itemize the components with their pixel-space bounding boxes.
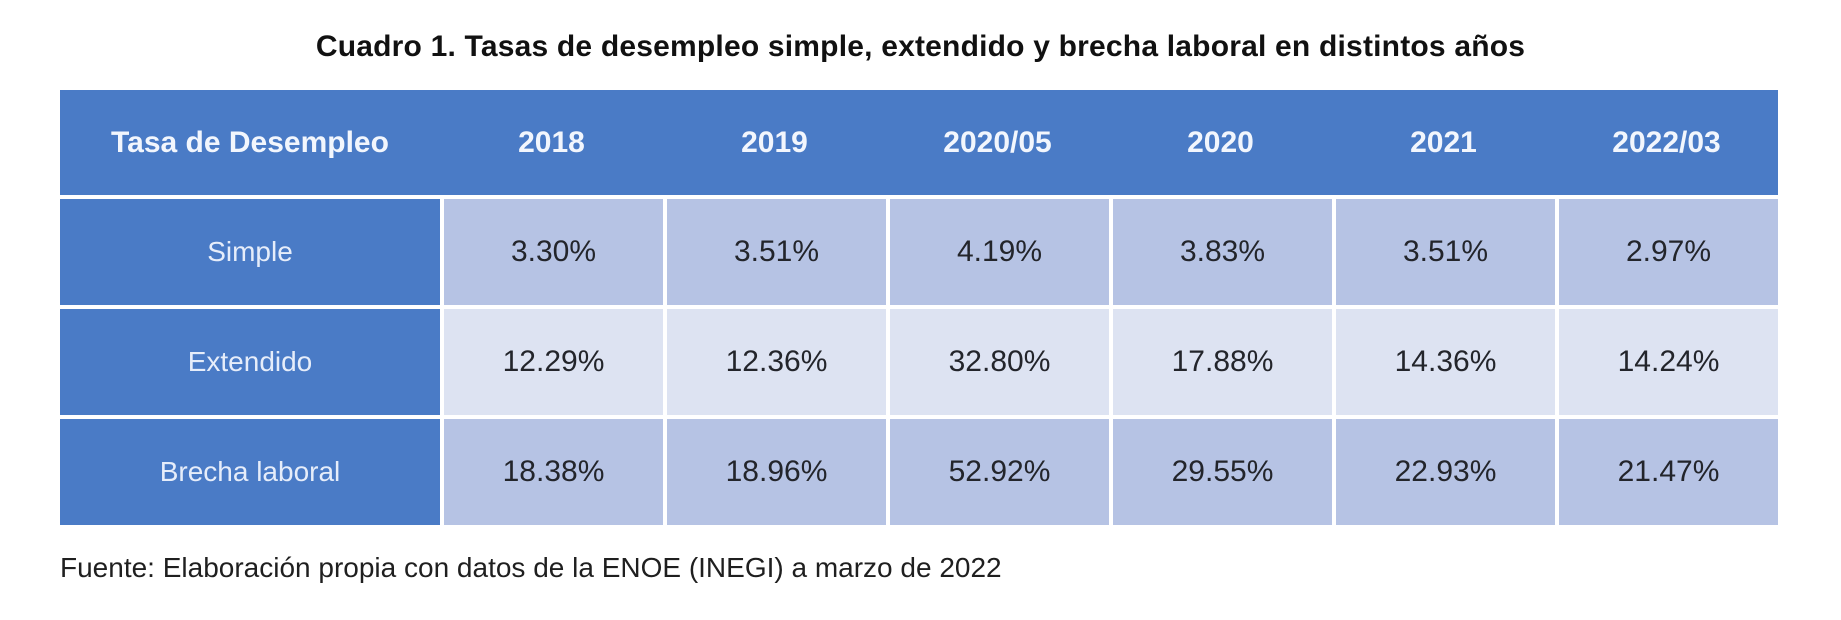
cell-simple-2018: 3.30% (444, 199, 663, 305)
cell-extendido-2022-03: 14.24% (1559, 309, 1778, 415)
cell-brecha-2021: 22.93% (1336, 419, 1555, 525)
column-header-2022-03: 2022/03 (1612, 125, 1721, 159)
cell-simple-2020: 3.83% (1113, 199, 1332, 305)
table-title: Cuadro 1. Tasas de desempleo simple, ext… (315, 30, 1526, 63)
cell-simple-2022-03: 2.97% (1559, 199, 1778, 305)
table-body: Simple 3.30% 3.51% 4.19% 3.83% 3.51% 2.9… (60, 199, 1778, 525)
cell-simple-2021: 3.51% (1336, 199, 1555, 305)
cell-brecha-2020: 29.55% (1113, 419, 1332, 525)
row-label-simple: Simple (60, 199, 440, 305)
column-header-2020: 2020 (1187, 125, 1254, 159)
column-header-2019: 2019 (741, 125, 808, 159)
row-label-brecha-laboral: Brecha laboral (60, 419, 440, 525)
cell-extendido-2020-05: 32.80% (890, 309, 1109, 415)
cell-brecha-2018: 18.38% (444, 419, 663, 525)
column-header-2018: 2018 (518, 125, 585, 159)
row-label-extendido: Extendido (60, 309, 440, 415)
column-header-tasa-de-desempleo: Tasa de Desempleo (111, 125, 389, 159)
cell-simple-2020-05: 4.19% (890, 199, 1109, 305)
column-header-2021: 2021 (1410, 125, 1477, 159)
cell-brecha-2019: 18.96% (667, 419, 886, 525)
cell-extendido-2018: 12.29% (444, 309, 663, 415)
cell-extendido-2020: 17.88% (1113, 309, 1332, 415)
cell-brecha-2022-03: 21.47% (1559, 419, 1778, 525)
source-note: Fuente: Elaboración propia con datos de … (60, 552, 1002, 583)
cell-extendido-2019: 12.36% (667, 309, 886, 415)
table-header-row: Tasa de Desempleo 2018 2019 2020/05 2020… (60, 90, 1778, 195)
cell-extendido-2021: 14.36% (1336, 309, 1555, 415)
cell-brecha-2020-05: 52.92% (890, 419, 1109, 525)
column-header-2020-05: 2020/05 (943, 125, 1052, 159)
data-table: Tasa de Desempleo 2018 2019 2020/05 2020… (60, 90, 1778, 525)
cell-simple-2019: 3.51% (667, 199, 886, 305)
